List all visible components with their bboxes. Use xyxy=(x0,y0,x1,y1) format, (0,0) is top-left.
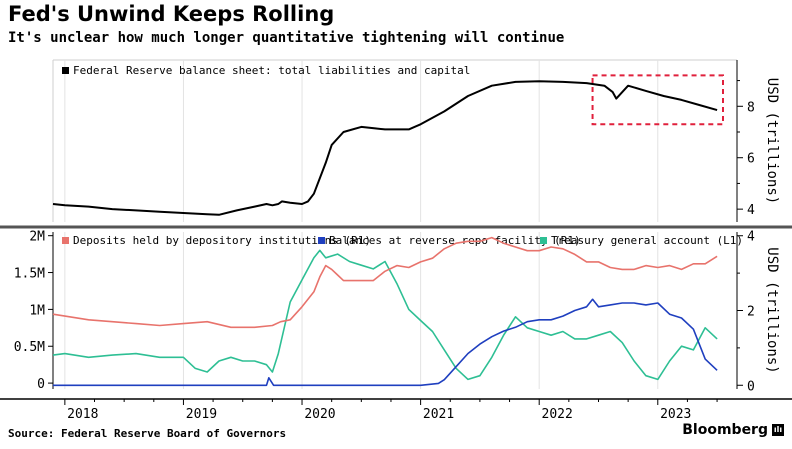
brand-name: Bloomberg xyxy=(682,422,768,438)
top-ylabel: USD (trillions) xyxy=(764,78,780,204)
top-tick-label: 6 xyxy=(747,152,755,167)
left-tick-label: 1.5M xyxy=(14,267,45,282)
chart-title: Fed's Unwind Keeps Rolling xyxy=(8,2,335,26)
x-tick-label-2023: 2023 xyxy=(660,407,691,422)
top-panel: 4 6 8 USD (trillions) Federal Reserve balanc… xyxy=(52,59,780,222)
legend-swatch-2 xyxy=(540,237,547,244)
left-tick-label: 0 xyxy=(37,377,45,392)
x-tick-label-2021: 2021 xyxy=(423,407,454,422)
highlight-box xyxy=(591,74,724,126)
left-tick-label: 0.5M xyxy=(14,340,45,355)
legend-label-0: Deposits held by depository institutions… xyxy=(73,234,371,247)
series-line-reverse-repo xyxy=(53,298,718,387)
right-tick-label: 4 xyxy=(747,230,755,245)
right-tick-label: 2 xyxy=(747,305,755,320)
legend-label-2: Treasury general account (L1) xyxy=(551,234,743,247)
legend-swatch-balance-sheet xyxy=(62,67,69,74)
legend-swatch-1 xyxy=(318,237,325,244)
x-tick-label-2020: 2020 xyxy=(304,407,335,422)
source-note: Source: Federal Reserve Board of Governo… xyxy=(8,427,287,440)
top-tick-label: 4 xyxy=(747,203,755,218)
top-tick-label: 8 xyxy=(747,100,755,115)
bottom-panel: 0 0.5M 1M 1.5M 2M 0 2 4 USD (trillions) Deposits … xyxy=(14,230,780,395)
right-tick-label: 0 xyxy=(747,379,755,394)
legend-swatch-0 xyxy=(62,237,69,244)
series-line-balance-sheet xyxy=(52,80,718,216)
series-line-tga xyxy=(52,249,718,381)
x-axis: 2018 2019 2020 2021 2022 2023 xyxy=(0,398,792,422)
bottom-ylabel: USD (trillions) xyxy=(764,247,780,373)
series-line-deposits xyxy=(52,236,718,329)
chart-subtitle: It's unclear how much longer quantitativ… xyxy=(8,30,565,46)
left-tick-label: 2M xyxy=(29,230,45,245)
legend-label-1: Balances at reverse repo facility (R1) xyxy=(329,234,581,247)
x-tick-label-2019: 2019 xyxy=(186,407,217,422)
brand-logo: Bloomberg ılı xyxy=(682,422,784,438)
brand-mark-icon: ılı xyxy=(772,424,784,436)
legend-label-balance-sheet: Federal Reserve balance sheet: total lia… xyxy=(73,64,470,77)
left-tick-label: 1M xyxy=(29,303,45,318)
x-tick-label-2022: 2022 xyxy=(542,407,573,422)
x-tick-label-2018: 2018 xyxy=(67,407,98,422)
